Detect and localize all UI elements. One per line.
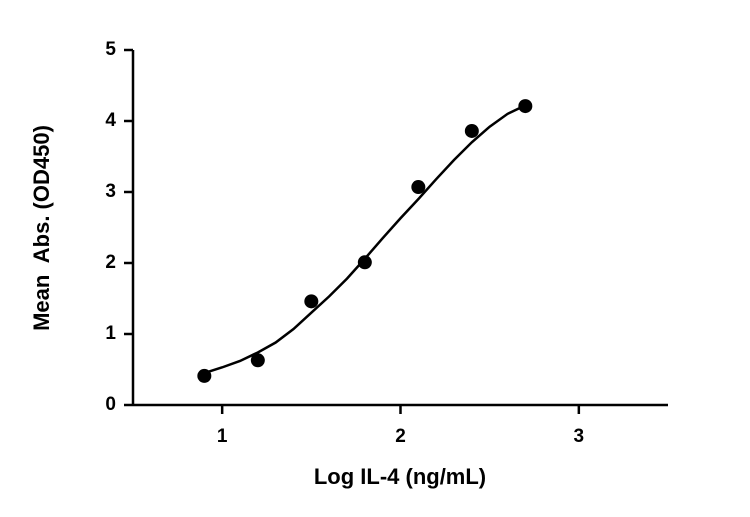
x-tick-label: 3 xyxy=(574,426,585,447)
y-tick-label: 4 xyxy=(105,110,116,131)
data-point xyxy=(464,123,479,138)
y-axis-label: Mean Abs. (OD450) xyxy=(29,125,54,331)
y-tick-label: 2 xyxy=(105,252,116,273)
data-point xyxy=(518,99,533,114)
data-point xyxy=(357,255,372,270)
x-axis-label: Log IL-4 (ng/mL) xyxy=(314,464,486,489)
data-point xyxy=(250,353,265,368)
data-point xyxy=(197,368,212,383)
x-tick-label: 2 xyxy=(395,426,406,447)
y-tick-label: 5 xyxy=(105,39,116,60)
x-tick-label: 1 xyxy=(217,426,228,447)
data-point xyxy=(411,180,426,195)
y-tick-label: 0 xyxy=(105,394,116,415)
data-point xyxy=(304,294,319,309)
y-tick-label: 3 xyxy=(105,181,116,202)
y-tick-label: 1 xyxy=(105,323,116,344)
fit-curve xyxy=(203,104,526,375)
